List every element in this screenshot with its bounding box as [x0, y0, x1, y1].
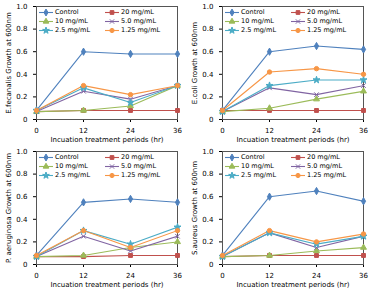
html-text:5.0 mg/mL: 5.0 mg/mL: [121, 162, 156, 170]
svg-text:12: 12: [79, 127, 88, 135]
svg-text:24: 24: [126, 272, 135, 280]
svg-text:0.8: 0.8: [16, 25, 27, 33]
html-text:2.5 mg/mL: 2.5 mg/mL: [55, 171, 90, 179]
svg-text:0.4: 0.4: [202, 216, 214, 224]
svg-text:0: 0: [34, 272, 38, 280]
svg-text:0.2: 0.2: [16, 93, 27, 101]
svg-text:12: 12: [265, 272, 274, 280]
svg-text:Incuation treatment periods (h: Incuation treatment periods (hr): [237, 136, 350, 144]
svg-text:0: 0: [34, 127, 38, 135]
svg-text:0.6: 0.6: [16, 48, 28, 56]
html-text:2.5 mg/mL: 2.5 mg/mL: [241, 171, 276, 179]
html-text:20 mg/mL: 20 mg/mL: [121, 153, 154, 161]
svg-text:Incuation treatment periods (h: Incuation treatment periods (hr): [237, 281, 350, 289]
html-text:2.5 mg/mL: 2.5 mg/mL: [55, 26, 90, 34]
html-text:5.0 mg/mL: 5.0 mg/mL: [121, 17, 156, 25]
svg-text:36: 36: [173, 272, 182, 280]
svg-text:0.2: 0.2: [16, 238, 27, 246]
svg-text:0: 0: [209, 116, 213, 124]
html-text:20 mg/mL: 20 mg/mL: [307, 153, 340, 161]
svg-text:36: 36: [359, 127, 368, 135]
svg-text:P. aeruginosa Growth at 600nm: P. aeruginosa Growth at 600nm: [5, 153, 13, 263]
svg-text:1.0: 1.0: [16, 3, 27, 11]
html-text:10 mg/mL: 10 mg/mL: [55, 162, 88, 170]
svg-text:0.2: 0.2: [202, 238, 213, 246]
svg-text:0.8: 0.8: [202, 25, 213, 33]
svg-text:0.4: 0.4: [16, 216, 28, 224]
svg-text:0.8: 0.8: [16, 170, 27, 178]
html-text:1.25 mg/mL: 1.25 mg/mL: [121, 26, 161, 34]
svg-text:0.2: 0.2: [202, 93, 213, 101]
html-text:Control: Control: [241, 153, 265, 161]
html-text:1.25 mg/mL: 1.25 mg/mL: [307, 26, 347, 34]
svg-text:1.0: 1.0: [202, 3, 213, 11]
svg-text:36: 36: [173, 127, 182, 135]
html-text:10 mg/mL: 10 mg/mL: [241, 162, 274, 170]
svg-text:24: 24: [126, 127, 135, 135]
html-text:1.25 mg/mL: 1.25 mg/mL: [121, 171, 161, 179]
svg-text:Incuation treatment periods (h: Incuation treatment periods (hr): [51, 136, 164, 144]
svg-text:24: 24: [312, 127, 321, 135]
svg-text:0: 0: [23, 261, 27, 269]
html-text:20 mg/mL: 20 mg/mL: [121, 8, 154, 16]
html-text:5.0 mg/mL: 5.0 mg/mL: [307, 17, 342, 25]
svg-text:0.6: 0.6: [16, 193, 28, 201]
svg-text:24: 24: [312, 272, 321, 280]
svg-text:1.0: 1.0: [202, 148, 213, 156]
html-text:Control: Control: [55, 153, 79, 161]
svg-text:0: 0: [209, 261, 213, 269]
html-text:20 mg/mL: 20 mg/mL: [307, 8, 340, 16]
html-text:Control: Control: [241, 8, 265, 16]
svg-text:0: 0: [220, 127, 224, 135]
html-text:10 mg/mL: 10 mg/mL: [241, 17, 274, 25]
html-text:Control: Control: [55, 8, 79, 16]
svg-text:0: 0: [23, 116, 27, 124]
svg-text:0.6: 0.6: [202, 48, 214, 56]
svg-text:0: 0: [220, 272, 224, 280]
html-text:5.0 mg/mL: 5.0 mg/mL: [307, 162, 342, 170]
svg-text:E.fecanalis Growth at 600nm: E.fecanalis Growth at 600nm: [5, 12, 13, 114]
svg-text:0.4: 0.4: [16, 71, 28, 79]
svg-text:0.8: 0.8: [202, 170, 213, 178]
svg-text:Incuation treatment periods (h: Incuation treatment periods (hr): [51, 281, 164, 289]
svg-text:36: 36: [359, 272, 368, 280]
svg-text:S.aureus Growth at 600nm: S.aureus Growth at 600nm: [191, 161, 199, 255]
html-text:10 mg/mL: 10 mg/mL: [55, 17, 88, 25]
svg-text:0.6: 0.6: [202, 193, 214, 201]
html-text:2.5 mg/mL: 2.5 mg/mL: [241, 26, 276, 34]
svg-text:1.0: 1.0: [16, 148, 27, 156]
svg-text:12: 12: [265, 127, 274, 135]
svg-text:E.coli Growth at 600nm: E.coli Growth at 600nm: [191, 22, 199, 105]
svg-text:0.4: 0.4: [202, 71, 214, 79]
html-text:1.25 mg/mL: 1.25 mg/mL: [307, 171, 347, 179]
svg-text:12: 12: [79, 272, 88, 280]
